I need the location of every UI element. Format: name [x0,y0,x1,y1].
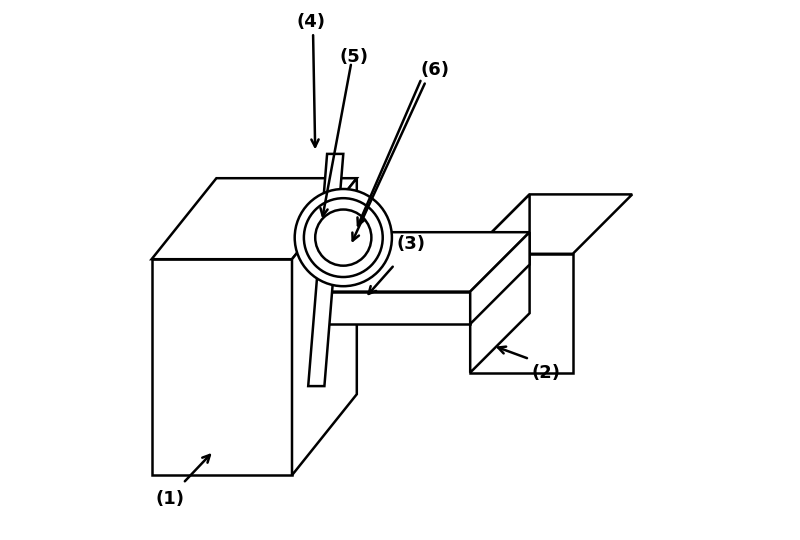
Text: (3): (3) [396,235,426,253]
Polygon shape [470,232,530,324]
Polygon shape [151,178,357,259]
Ellipse shape [315,210,371,266]
Polygon shape [151,259,292,475]
Polygon shape [470,194,530,373]
Ellipse shape [304,198,382,277]
Polygon shape [319,232,530,292]
Polygon shape [319,292,470,324]
Polygon shape [308,154,343,386]
Text: (2): (2) [531,363,560,382]
Polygon shape [470,254,573,373]
Text: (5): (5) [339,48,369,66]
Text: (6): (6) [421,61,450,79]
Text: (1): (1) [156,490,185,509]
Polygon shape [470,194,632,254]
Polygon shape [292,178,357,475]
Text: (4): (4) [296,12,326,31]
Ellipse shape [294,189,392,286]
